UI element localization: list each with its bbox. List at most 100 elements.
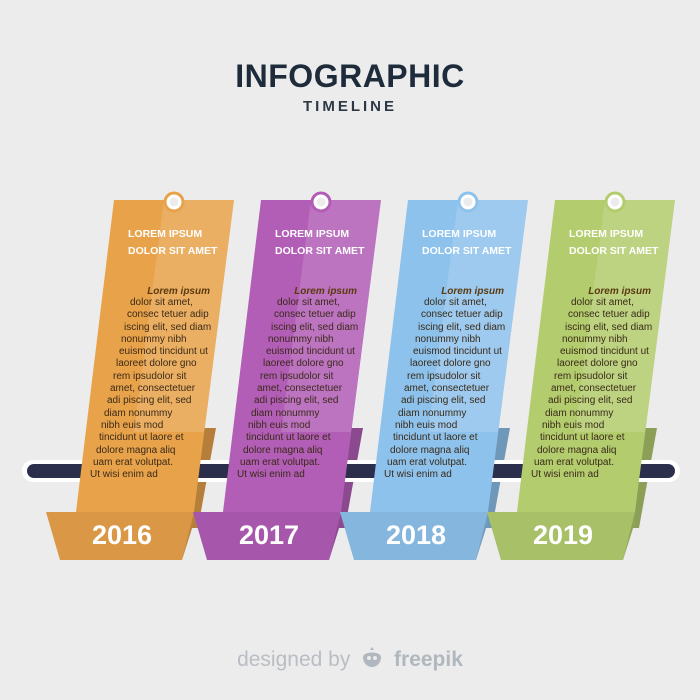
panel-body-line: euismod tincidunt ut [119, 346, 208, 358]
panel-body-text: dolor sit amet, consec tetuer adip iscing … [90, 297, 218, 481]
panel-body-line: tincidunt ut laore et [99, 432, 184, 444]
panel-body-line: rem ipsudolor sit [407, 370, 481, 382]
panel-body-line: consec tetuer adip [127, 309, 209, 321]
panel-body-line: iscing elit, sed diam [124, 321, 212, 333]
panel-body-line: Ut wisi enim ad [531, 469, 599, 481]
panel-body-line: amet, consectetuer [257, 383, 343, 395]
panel-body-line: amet, consectetuer [404, 383, 490, 395]
panel-body-line: nonummy nibh [562, 333, 628, 345]
panel-body-line: dolore magna aliq [537, 444, 617, 456]
freepik-brand-text: freepik [394, 648, 463, 671]
panel-body-line: Ut wisi enim ad [90, 469, 158, 481]
page-subtitle: TIMELINE [303, 98, 397, 115]
panel-heading-line-2: DOLOR SIT AMET [128, 245, 218, 257]
panel-content-2018: LOREM IPSUM DOLOR SIT AMET Lorem ipsum dolo… [384, 226, 512, 481]
panel-body-line: uam erat volutpat. [240, 456, 321, 468]
panel-body-title: Lorem ipsum [294, 286, 357, 297]
panel-body-line: nibh euis mod [101, 419, 164, 431]
panel-body-line: tincidunt ut laore et [393, 432, 478, 444]
panel-gloss-2018 [428, 200, 528, 432]
freepik-logo-icon [363, 647, 382, 667]
panel-card-2018 [370, 200, 528, 512]
panel-body-title: Lorem ipsum [147, 286, 210, 297]
panel-heading-line-2: DOLOR SIT AMET [422, 245, 512, 257]
panel-base-2018 [340, 512, 488, 560]
panel-body-line: iscing elit, sed diam [565, 321, 653, 333]
panel-heading-line-1: LOREM IPSUM [275, 228, 350, 240]
panel-content-2016: LOREM IPSUM DOLOR SIT AMET Lorem ipsum dolo… [90, 226, 218, 481]
panel-ring-hole-2018 [463, 197, 473, 207]
panel-body-line: uam erat volutpat. [93, 456, 174, 468]
panel-body-line: rem ipsudolor sit [260, 370, 334, 382]
panel-content-2017: LOREM IPSUM DOLOR SIT AMET Lorem ipsum dolo… [237, 226, 365, 481]
credit-line: designed by freepik [0, 647, 700, 672]
panel-body-line: rem ipsudolor sit [113, 370, 187, 382]
panel-body-line: laoreet dolore gno [116, 358, 197, 370]
panel-body-line: rem ipsudolor sit [554, 370, 628, 382]
panel-body-line: diam nonummy [398, 407, 467, 419]
panel-body-text: dolor sit amet, consec tetuer adip iscing … [237, 297, 365, 481]
year-label-2019: 2019 [532, 520, 594, 550]
panel-body-line: euismod tincidunt ut [266, 346, 355, 358]
panel-body-line: consec tetuer adip [274, 309, 356, 321]
panel-body-title: Lorem ipsum [441, 286, 504, 297]
panel-body-line: consec tetuer adip [568, 309, 650, 321]
designed-by-text: designed by [237, 648, 351, 671]
panel-body-line: Ut wisi enim ad [384, 469, 452, 481]
panel-gloss-2016 [134, 200, 234, 432]
panel-body-line: dolore magna aliq [96, 444, 176, 456]
panel-body-line: diam nonummy [104, 407, 173, 419]
panel-body-line: laoreet dolore gno [263, 358, 344, 370]
panel-gloss-2017 [281, 200, 381, 432]
panel-body-text: dolor sit amet, consec tetuer adip iscing … [384, 297, 512, 481]
panel-body-title: Lorem ipsum [588, 286, 651, 297]
panel-body-line: dolore magna aliq [243, 444, 323, 456]
year-label-2017: 2017 [238, 520, 300, 550]
panel-heading-line-2: DOLOR SIT AMET [569, 245, 659, 257]
panel-body-line: tincidunt ut laore et [540, 432, 625, 444]
panel-body-line: iscing elit, sed diam [418, 321, 506, 333]
panel-content-2019: LOREM IPSUM DOLOR SIT AMET Lorem ipsum dolo… [531, 226, 659, 481]
panel-base-2017 [193, 512, 341, 560]
panel-body-line: adi piscing elit, sed [548, 395, 633, 407]
panel-body-line: laoreet dolore gno [410, 358, 491, 370]
panel-body-line: amet, consectetuer [551, 383, 637, 395]
panel-ring-hole-2019 [610, 197, 620, 207]
panel-body-line: nibh euis mod [248, 419, 311, 431]
panel-heading-line-1: LOREM IPSUM [128, 228, 203, 240]
panel-body-text: dolor sit amet, consec tetuer adip iscing … [531, 297, 659, 481]
panel-body-line: dolor sit amet, [130, 297, 193, 308]
panel-body-line: dolor sit amet, [571, 297, 634, 308]
panel-body-line: euismod tincidunt ut [413, 346, 502, 358]
year-label-2016: 2016 [91, 520, 153, 550]
panel-card-2019 [517, 200, 675, 512]
panel-body-line: diam nonummy [545, 407, 614, 419]
panel-base-2016 [46, 512, 194, 560]
panel-body-line: uam erat volutpat. [387, 456, 468, 468]
panel-base-2019 [487, 512, 635, 560]
panel-body-line: consec tetuer adip [421, 309, 503, 321]
panel-heading-line-2: DOLOR SIT AMET [275, 245, 365, 257]
panel-body-line: nonummy nibh [415, 333, 481, 345]
panel-body-line: iscing elit, sed diam [271, 321, 359, 333]
panel-body-line: euismod tincidunt ut [560, 346, 649, 358]
panel-body-line: tincidunt ut laore et [246, 432, 331, 444]
page-title: INFOGRAPHIC [235, 58, 465, 94]
panel-body-line: laoreet dolore gno [557, 358, 638, 370]
panel-body-line: dolor sit amet, [277, 297, 340, 308]
panel-body-line: nibh euis mod [395, 419, 458, 431]
panel-body-line: nibh euis mod [542, 419, 605, 431]
panel-body-line: adi piscing elit, sed [107, 395, 192, 407]
panel-heading-line-1: LOREM IPSUM [569, 228, 644, 240]
panel-body-line: nonummy nibh [268, 333, 334, 345]
year-label-2018: 2018 [385, 520, 447, 550]
panel-body-line: Ut wisi enim ad [237, 469, 305, 481]
panel-body-line: dolor sit amet, [424, 297, 487, 308]
panel-ring-hole-2017 [316, 197, 326, 207]
panel-body-line: nonummy nibh [121, 333, 187, 345]
panel-body-line: adi piscing elit, sed [401, 395, 486, 407]
panel-card-2017 [223, 200, 381, 512]
panel-body-line: dolore magna aliq [390, 444, 470, 456]
panel-gloss-2019 [575, 200, 675, 432]
